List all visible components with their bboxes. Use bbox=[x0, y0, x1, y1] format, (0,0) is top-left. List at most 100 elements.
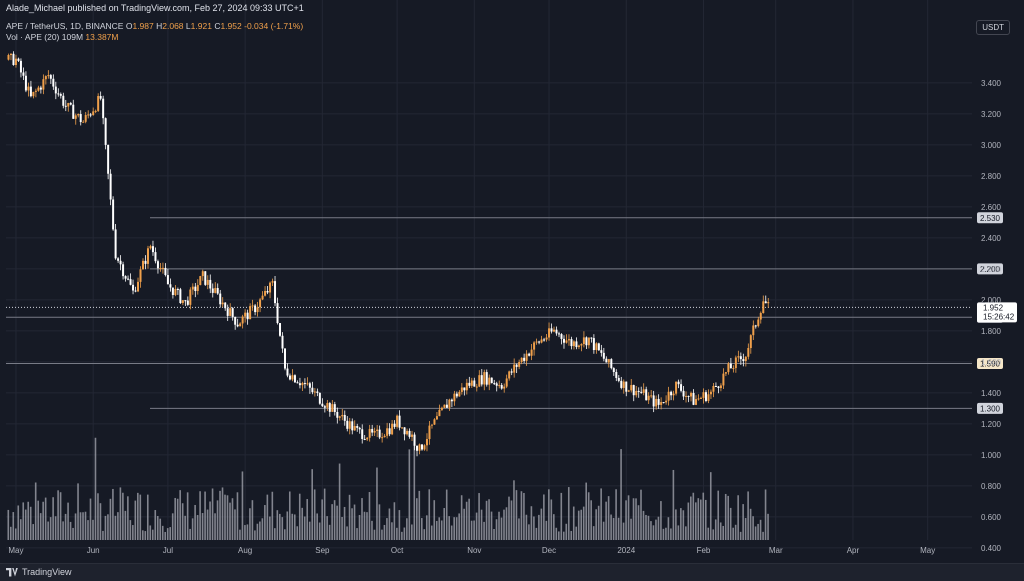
volume-bar bbox=[29, 506, 32, 540]
candle-body bbox=[261, 295, 264, 300]
candle-body bbox=[7, 55, 10, 60]
candle-body bbox=[503, 386, 506, 389]
volume-bar bbox=[139, 494, 142, 540]
candle-body bbox=[146, 248, 149, 264]
volume-bar bbox=[433, 500, 436, 540]
candle-body bbox=[87, 114, 90, 116]
volume-bar bbox=[368, 492, 371, 540]
symbol-legend: APE / TetherUS, 1D, BINANCE O1.987 H2.06… bbox=[6, 21, 303, 31]
candle-body bbox=[321, 403, 324, 407]
candle-body bbox=[401, 427, 404, 429]
candle-body bbox=[538, 341, 541, 343]
volume-bar bbox=[403, 527, 406, 540]
volume-bar bbox=[296, 526, 299, 540]
volume-bar bbox=[510, 500, 513, 540]
volume-bar bbox=[622, 522, 625, 540]
volume-bar bbox=[749, 508, 752, 540]
volume-bar bbox=[358, 515, 361, 540]
y-tick-label: 2.000 bbox=[981, 296, 1002, 305]
volume-bar bbox=[605, 501, 607, 540]
volume-bar bbox=[383, 524, 386, 540]
price-axis[interactable]: 3.400 3.200 3.000 2.800 2.600 2.400 2.200 2.000… bbox=[981, 79, 1002, 553]
volume-bar bbox=[166, 528, 169, 540]
volume-bar bbox=[672, 469, 675, 540]
candle-body bbox=[137, 281, 140, 292]
volume-bar bbox=[159, 518, 162, 540]
volume-bar bbox=[533, 516, 535, 540]
symbol-name: APE / TetherUS, 1D, BINANCE bbox=[6, 21, 124, 31]
candle-body bbox=[366, 437, 369, 440]
change-value: -0.034 (-1.71%) bbox=[244, 21, 304, 31]
candle-body bbox=[650, 395, 653, 397]
volume-bar bbox=[518, 518, 520, 540]
volume-bar bbox=[543, 494, 545, 540]
candle-body bbox=[727, 363, 730, 373]
candle-body bbox=[338, 416, 341, 418]
tradingview-logo[interactable]: TradingView bbox=[6, 567, 72, 577]
candle-body bbox=[722, 373, 725, 386]
volume-bar bbox=[308, 521, 311, 540]
volume-bar bbox=[266, 494, 269, 540]
time-axis[interactable]: May Jun Jul Aug Sep Oct Nov Dec 2024 Feb Mar Apr May bbox=[8, 546, 935, 555]
candle-body bbox=[264, 290, 267, 296]
volume-bar bbox=[221, 487, 224, 540]
volume-bar bbox=[582, 506, 585, 540]
volume-bar bbox=[620, 449, 622, 540]
candle-body bbox=[637, 390, 640, 392]
volume-bar bbox=[331, 504, 333, 540]
volume-bar bbox=[47, 521, 49, 540]
candle-body bbox=[378, 429, 381, 438]
volume-bar bbox=[680, 508, 682, 540]
candle-body bbox=[206, 279, 209, 285]
candle-body bbox=[373, 431, 376, 433]
volume-bar bbox=[572, 506, 575, 540]
volume-bar bbox=[702, 492, 705, 540]
reference-label: 1.590 bbox=[980, 359, 1001, 368]
candle-body bbox=[92, 111, 95, 115]
candle-body bbox=[102, 98, 105, 119]
candle-body bbox=[107, 144, 110, 174]
volume-bar bbox=[386, 518, 388, 540]
volume-bar bbox=[500, 517, 503, 540]
volume-bar bbox=[498, 511, 500, 540]
candle-body bbox=[288, 375, 291, 380]
volume-bar bbox=[381, 529, 383, 540]
candle-body bbox=[545, 337, 548, 340]
candle-body bbox=[89, 114, 92, 116]
volume-bar bbox=[279, 513, 281, 540]
candle-body bbox=[313, 391, 316, 393]
volume-bar bbox=[508, 496, 510, 540]
candle-body bbox=[408, 430, 411, 437]
volume-bar bbox=[635, 498, 637, 540]
x-tick-label: Aug bbox=[238, 546, 252, 555]
candle-body bbox=[64, 105, 67, 107]
currency-button[interactable]: USDT bbox=[976, 20, 1010, 35]
candle-body bbox=[468, 382, 471, 386]
candle-body bbox=[37, 87, 40, 91]
volume-bar bbox=[744, 518, 747, 540]
volume-bar bbox=[154, 510, 157, 540]
candle-body bbox=[169, 284, 172, 288]
volume-bar bbox=[336, 505, 338, 540]
volume-bar bbox=[161, 525, 164, 540]
volume-bar bbox=[615, 489, 617, 540]
volume-bar bbox=[261, 518, 264, 540]
high-label: H bbox=[156, 21, 163, 31]
volume-value-1: 109M bbox=[61, 32, 84, 42]
candle-body bbox=[49, 75, 52, 79]
volume-bar bbox=[311, 469, 313, 540]
volume-bar bbox=[754, 526, 757, 540]
candle-body bbox=[485, 372, 488, 385]
candle-body bbox=[687, 395, 690, 397]
volume-bar bbox=[667, 517, 670, 540]
volume-bar bbox=[119, 487, 122, 540]
volume-bar bbox=[39, 513, 42, 540]
volume-bar bbox=[281, 517, 284, 540]
candle-body bbox=[112, 199, 115, 230]
volume-bar bbox=[759, 519, 762, 540]
candle-body bbox=[348, 421, 351, 429]
volume-bar bbox=[448, 516, 450, 540]
volume-bar bbox=[727, 495, 729, 540]
volume-bar bbox=[256, 523, 259, 540]
